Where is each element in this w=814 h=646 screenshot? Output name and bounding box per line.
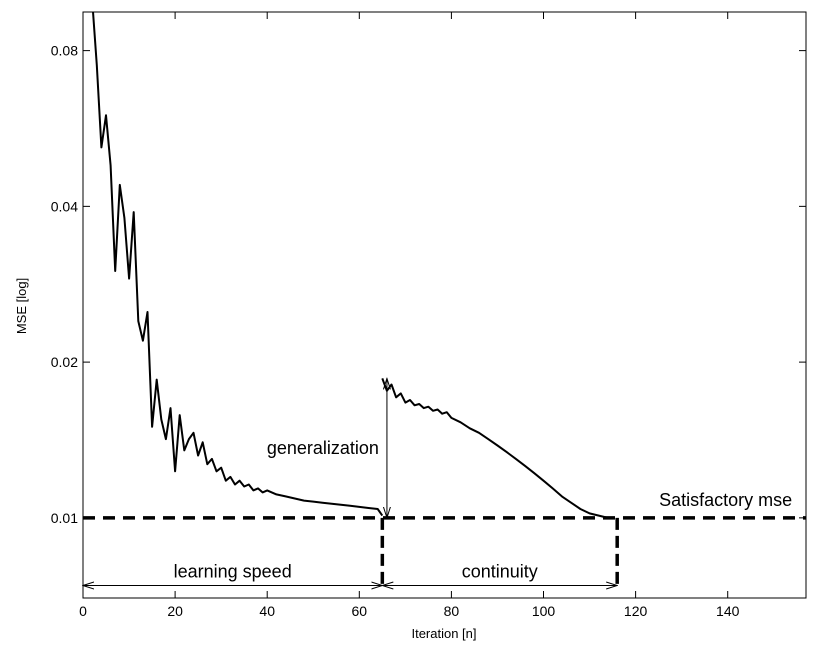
x-tick-label: 20	[167, 603, 183, 619]
x-tick-label: 60	[352, 603, 368, 619]
x-tick-label: 40	[259, 603, 275, 619]
x-tick-label: 80	[444, 603, 460, 619]
generalization-label: generalization	[267, 438, 379, 458]
annotations: Satisfactory mse generalization learning s…	[83, 378, 792, 585]
x-axis-label: Iteration [n]	[411, 626, 476, 641]
y-axis-label: MSE [log]	[14, 278, 29, 334]
plot-area	[83, 12, 806, 520]
x-tick-label: 100	[532, 603, 556, 619]
learning-speed-label: learning speed	[174, 562, 292, 582]
y-tick-label: 0.08	[51, 43, 78, 59]
satisfactory-mse-label: Satisfactory mse	[659, 490, 792, 510]
x-tick-label: 0	[79, 603, 87, 619]
x-tick-label: 140	[716, 603, 740, 619]
axes-frame	[82, 11, 807, 599]
series-line-0	[92, 12, 384, 517]
series-line-1	[381, 378, 613, 519]
y-tick-label: 0.04	[51, 198, 78, 214]
axes: 0 20 40 60 80 100 120 140 0.01 0.02 0.04 0.08	[51, 11, 807, 619]
x-tick-label: 120	[624, 603, 648, 619]
y-tick-label: 0.01	[51, 510, 78, 526]
y-tick-label: 0.02	[51, 354, 78, 370]
continuity-label: continuity	[462, 562, 538, 582]
